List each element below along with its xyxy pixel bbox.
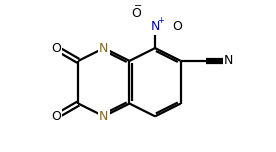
Text: N: N xyxy=(99,42,108,55)
Text: O: O xyxy=(51,110,61,123)
Text: O: O xyxy=(172,20,182,33)
Text: −: − xyxy=(134,1,142,11)
Text: N: N xyxy=(99,110,108,123)
Text: N: N xyxy=(150,20,160,33)
Text: O: O xyxy=(51,42,61,55)
Text: +: + xyxy=(157,16,164,25)
Text: N: N xyxy=(224,54,233,67)
Text: O: O xyxy=(131,7,141,20)
